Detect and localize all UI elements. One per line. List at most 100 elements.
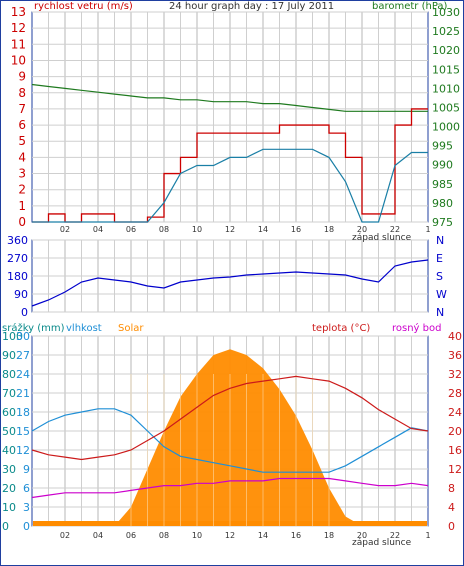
compass-tick-label: E xyxy=(436,252,443,265)
temperature-tick-label: 28 xyxy=(448,387,462,400)
rain-axis-title: srážky (mm) xyxy=(2,322,65,334)
rain-tick-label: 10 xyxy=(2,501,16,514)
humidity-tick-label: 24 xyxy=(16,368,30,381)
temperature-tick-label: 4 xyxy=(448,501,455,514)
wind-tick-label: 7 xyxy=(18,102,26,116)
temperature-tick-label: 20 xyxy=(448,425,462,438)
dewpoint-axis-title: rosný bod xyxy=(392,322,441,334)
wind-tick-label: 0 xyxy=(18,215,26,229)
winddir-tick-label: 360 xyxy=(7,234,28,247)
humidity-tick-label: 27 xyxy=(16,349,30,362)
compass-tick-label: N xyxy=(436,234,444,247)
time-tick-label: 06 xyxy=(126,531,136,540)
rain-tick-label: 0 xyxy=(2,520,9,533)
wind-tick-label: 3 xyxy=(18,167,26,181)
wind-axis-title: rychlost vetru (m/s) xyxy=(34,1,133,12)
humidity-tick-label: 12 xyxy=(16,444,30,457)
temperature-tick-label: 36 xyxy=(448,349,462,362)
pressure-tick-label: 980 xyxy=(432,197,453,210)
pressure-tick-label: 1000 xyxy=(432,121,460,134)
wind-tick-label: 6 xyxy=(18,118,26,132)
wind-tick-label: 13 xyxy=(11,5,26,19)
pressure-tick-label: 1010 xyxy=(432,82,460,95)
time-tick-label: 18 xyxy=(324,531,334,540)
time-tick-label: 12 xyxy=(225,225,235,234)
humidity-tick-label: 9 xyxy=(23,463,30,476)
temperature-tick-label: 0 xyxy=(448,520,455,533)
rain-tick-label: 70 xyxy=(2,387,16,400)
temperature-tick-label: 16 xyxy=(448,444,462,457)
time-tick-label: 02 xyxy=(60,225,70,234)
winddir-tick-label: 0 xyxy=(21,306,28,319)
compass-tick-label: N xyxy=(436,306,444,319)
data-layer xyxy=(31,83,429,526)
time-tick-label: 16 xyxy=(291,531,301,540)
humidity-series-line xyxy=(31,408,429,473)
temperature-tick-label: 24 xyxy=(448,406,462,419)
time-tick-label: 1 xyxy=(425,225,430,234)
pressure-tick-label: 1030 xyxy=(432,6,460,19)
wind-average-series-line xyxy=(32,148,428,223)
winddir-tick-label: 270 xyxy=(7,252,28,265)
temperature-series-line xyxy=(31,375,429,461)
humidity-tick-label: 18 xyxy=(16,406,30,419)
rain-tick-label: 90 xyxy=(2,349,16,362)
rain-tick-label: 40 xyxy=(2,444,16,457)
wind-tick-label: 4 xyxy=(18,150,26,164)
rain-tick-label: 100 xyxy=(2,330,23,343)
sunset-label-bottom: západ slunce xyxy=(352,538,412,548)
pressure-series-line xyxy=(31,83,428,112)
time-tick-label: 04 xyxy=(93,531,103,540)
rain-tick-label: 80 xyxy=(2,368,16,381)
humidity-tick-label: 0 xyxy=(23,520,30,533)
temperature-tick-label: 32 xyxy=(448,368,462,381)
pressure-tick-label: 995 xyxy=(432,140,453,153)
time-tick-label: 10 xyxy=(192,531,202,540)
temperature-tick-label: 40 xyxy=(448,330,462,343)
pressure-tick-label: 1020 xyxy=(432,44,460,57)
time-tick-label: 22 xyxy=(390,225,400,234)
time-tick-label: 08 xyxy=(159,531,169,540)
humidity-axis-title: vlhkost xyxy=(66,323,102,334)
pressure-tick-label: 1015 xyxy=(432,63,460,76)
time-tick-label: 04 xyxy=(93,225,103,234)
time-tick-label: 06 xyxy=(126,225,136,234)
humidity-tick-label: 21 xyxy=(16,387,30,400)
time-tick-label: 14 xyxy=(258,225,268,234)
rain-tick-label: 30 xyxy=(2,463,16,476)
wind-tick-label: 11 xyxy=(11,37,26,51)
time-tick-label: 02 xyxy=(60,531,70,540)
wind-direction-series-line xyxy=(31,259,429,307)
chart-title: 24 hour graph day : 17 July 2011 xyxy=(169,1,334,12)
rain-tick-label: 60 xyxy=(2,406,16,419)
time-tick-label: 20 xyxy=(357,531,367,540)
pressure-tick-label: 1025 xyxy=(432,25,460,38)
temperature-tick-label: 8 xyxy=(448,482,455,495)
temperature-tick-label: 12 xyxy=(448,463,462,476)
wind-tick-label: 12 xyxy=(11,21,26,35)
pressure-axis-title: barometr (hPa) xyxy=(372,1,448,12)
time-tick-label: 08 xyxy=(159,225,169,234)
tick-labels: 0123456789101112139759809859909951000100… xyxy=(2,5,462,540)
wind-tick-label: 8 xyxy=(18,86,26,100)
humidity-tick-label: 3 xyxy=(23,501,30,514)
winddir-tick-label: 180 xyxy=(7,270,28,283)
wind-speed-series-line xyxy=(32,108,428,223)
pressure-tick-label: 1005 xyxy=(432,101,460,114)
time-tick-label: 16 xyxy=(291,225,301,234)
rain-tick-label: 20 xyxy=(2,482,16,495)
time-tick-label: 14 xyxy=(258,531,268,540)
time-tick-label: 1 xyxy=(425,531,430,540)
wind-tick-label: 9 xyxy=(18,70,26,84)
compass-tick-label: S xyxy=(436,270,443,283)
wind-tick-label: 10 xyxy=(11,53,26,67)
temperature-axis-title: teplota (°C) xyxy=(312,323,370,334)
humidity-tick-label: 30 xyxy=(16,330,30,343)
humidity-tick-label: 15 xyxy=(16,425,30,438)
time-tick-label: 18 xyxy=(324,225,334,234)
pressure-tick-label: 975 xyxy=(432,216,453,229)
humidity-tick-label: 6 xyxy=(23,482,30,495)
time-tick-label: 10 xyxy=(192,225,202,234)
